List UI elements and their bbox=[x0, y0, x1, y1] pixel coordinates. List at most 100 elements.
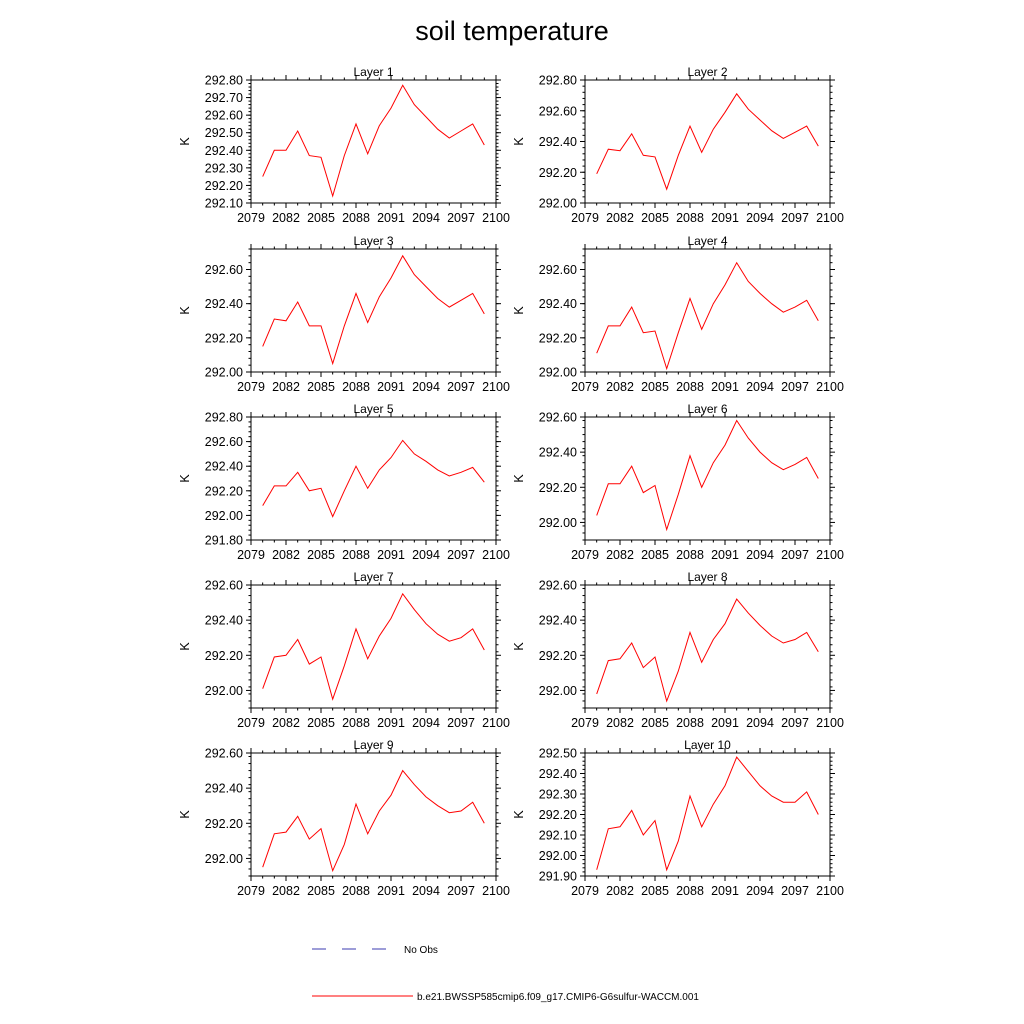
plot-frame bbox=[584, 584, 831, 709]
y-axis-label: K bbox=[178, 137, 192, 146]
x-tick-label: 2085 bbox=[307, 716, 335, 730]
y-tick-label: 292.60 bbox=[205, 109, 243, 123]
x-tick-label: 2097 bbox=[781, 548, 809, 562]
plot-frame bbox=[250, 416, 497, 541]
y-axis-label: K bbox=[512, 137, 526, 146]
series-line bbox=[596, 598, 819, 703]
x-tick-label: 2079 bbox=[571, 548, 599, 562]
y-tick-label: 292.00 bbox=[539, 684, 577, 698]
y-tick-label: 292.00 bbox=[539, 849, 577, 863]
x-tick-label: 2091 bbox=[377, 884, 405, 898]
x-tick-label: 2094 bbox=[746, 884, 774, 898]
y-tick-label: 292.00 bbox=[205, 852, 243, 866]
y-tick-label: 292.20 bbox=[205, 331, 243, 345]
x-tick-label: 2082 bbox=[272, 548, 300, 562]
x-tick-label: 2094 bbox=[746, 380, 774, 394]
y-tick-label: 292.00 bbox=[205, 509, 243, 523]
x-tick-label: 2085 bbox=[307, 211, 335, 225]
chart-panel: Layer 5 2079 2082 2085 2088 2091 2094 2097 2100 2… bbox=[178, 402, 510, 562]
y-tick-label: 292.80 bbox=[205, 411, 243, 425]
y-tick-label: 292.20 bbox=[205, 484, 243, 498]
y-axis-label: K bbox=[178, 810, 192, 819]
x-tick-label: 2094 bbox=[746, 548, 774, 562]
y-tick-label: 292.40 bbox=[539, 767, 577, 781]
y-tick-label: 292.10 bbox=[539, 829, 577, 843]
x-tick-label: 2100 bbox=[816, 380, 844, 394]
x-tick-label: 2079 bbox=[237, 716, 265, 730]
x-tick-label: 2097 bbox=[447, 884, 475, 898]
x-tick-label: 2097 bbox=[447, 380, 475, 394]
legend-obs-label: No Obs bbox=[404, 945, 438, 956]
x-tick-label: 2094 bbox=[746, 211, 774, 225]
panel-title: Layer 6 bbox=[687, 402, 727, 416]
x-tick-label: 2097 bbox=[781, 380, 809, 394]
x-tick-label: 2100 bbox=[482, 884, 510, 898]
x-tick-label: 2079 bbox=[571, 884, 599, 898]
x-tick-label: 2100 bbox=[816, 548, 844, 562]
x-tick-label: 2097 bbox=[781, 716, 809, 730]
x-tick-label: 2079 bbox=[237, 380, 265, 394]
x-tick-label: 2085 bbox=[641, 211, 669, 225]
y-tick-label: 292.40 bbox=[205, 782, 243, 796]
x-tick-label: 2079 bbox=[571, 380, 599, 394]
x-tick-label: 2091 bbox=[711, 716, 739, 730]
x-tick-label: 2079 bbox=[237, 548, 265, 562]
x-tick-label: 2088 bbox=[342, 380, 370, 394]
panel-title: Layer 1 bbox=[353, 65, 393, 79]
x-tick-label: 2094 bbox=[412, 211, 440, 225]
x-tick-label: 2082 bbox=[606, 884, 634, 898]
x-tick-label: 2100 bbox=[816, 716, 844, 730]
y-axis-label: K bbox=[512, 306, 526, 315]
y-tick-label: 292.00 bbox=[205, 684, 243, 698]
x-tick-label: 2085 bbox=[641, 884, 669, 898]
panel-title: Layer 4 bbox=[687, 234, 727, 248]
y-tick-label: 292.20 bbox=[205, 649, 243, 663]
x-tick-label: 2085 bbox=[641, 716, 669, 730]
x-tick-label: 2091 bbox=[377, 548, 405, 562]
y-tick-label: 292.60 bbox=[205, 579, 243, 593]
series-line bbox=[262, 769, 485, 873]
panel-grid: Layer 1 2079 2082 2085 2088 2091 2094 2097 2100 2… bbox=[178, 65, 844, 898]
x-tick-label: 2085 bbox=[307, 380, 335, 394]
series-line bbox=[262, 592, 485, 701]
x-tick-label: 2085 bbox=[641, 380, 669, 394]
y-tick-label: 292.40 bbox=[539, 135, 577, 149]
y-axis-label: K bbox=[512, 642, 526, 651]
y-tick-label: 292.40 bbox=[205, 144, 243, 158]
y-tick-label: 292.60 bbox=[539, 263, 577, 277]
x-tick-label: 2079 bbox=[571, 211, 599, 225]
y-tick-label: 292.30 bbox=[205, 161, 243, 175]
chart-panel: Layer 8 2079 2082 2085 2088 2091 2094 2097 2100 2… bbox=[512, 570, 844, 730]
series-line bbox=[596, 92, 819, 191]
chart-panel: Layer 7 2079 2082 2085 2088 2091 2094 2097 2100 2… bbox=[178, 570, 510, 730]
x-tick-label: 2091 bbox=[377, 716, 405, 730]
y-axis-label: K bbox=[512, 810, 526, 819]
series-line bbox=[596, 419, 819, 532]
x-tick-label: 2091 bbox=[711, 548, 739, 562]
panel-title: Layer 2 bbox=[687, 65, 727, 79]
x-tick-label: 2100 bbox=[482, 548, 510, 562]
x-tick-label: 2094 bbox=[412, 884, 440, 898]
x-tick-label: 2097 bbox=[781, 211, 809, 225]
x-tick-label: 2088 bbox=[676, 548, 704, 562]
chart-panel: Layer 1 2079 2082 2085 2088 2091 2094 2097 2100 2… bbox=[178, 65, 510, 225]
y-tick-label: 292.00 bbox=[539, 366, 577, 380]
series-line bbox=[262, 439, 485, 518]
chart-panel: Layer 4 2079 2082 2085 2088 2091 2094 2097 2100 2… bbox=[512, 234, 844, 394]
x-tick-label: 2085 bbox=[307, 548, 335, 562]
y-tick-label: 292.00 bbox=[205, 366, 243, 380]
chart-title: soil temperature bbox=[415, 16, 609, 46]
y-tick-label: 292.40 bbox=[205, 297, 243, 311]
panel-title: Layer 8 bbox=[687, 570, 727, 584]
x-tick-label: 2100 bbox=[482, 380, 510, 394]
x-tick-label: 2088 bbox=[342, 548, 370, 562]
x-tick-label: 2082 bbox=[606, 548, 634, 562]
y-tick-label: 292.10 bbox=[205, 197, 243, 211]
y-axis-label: K bbox=[178, 306, 192, 315]
panel-title: Layer 9 bbox=[353, 738, 393, 752]
series-line bbox=[596, 261, 819, 371]
y-tick-label: 292.20 bbox=[539, 331, 577, 345]
x-tick-label: 2094 bbox=[412, 380, 440, 394]
x-tick-label: 2088 bbox=[342, 211, 370, 225]
